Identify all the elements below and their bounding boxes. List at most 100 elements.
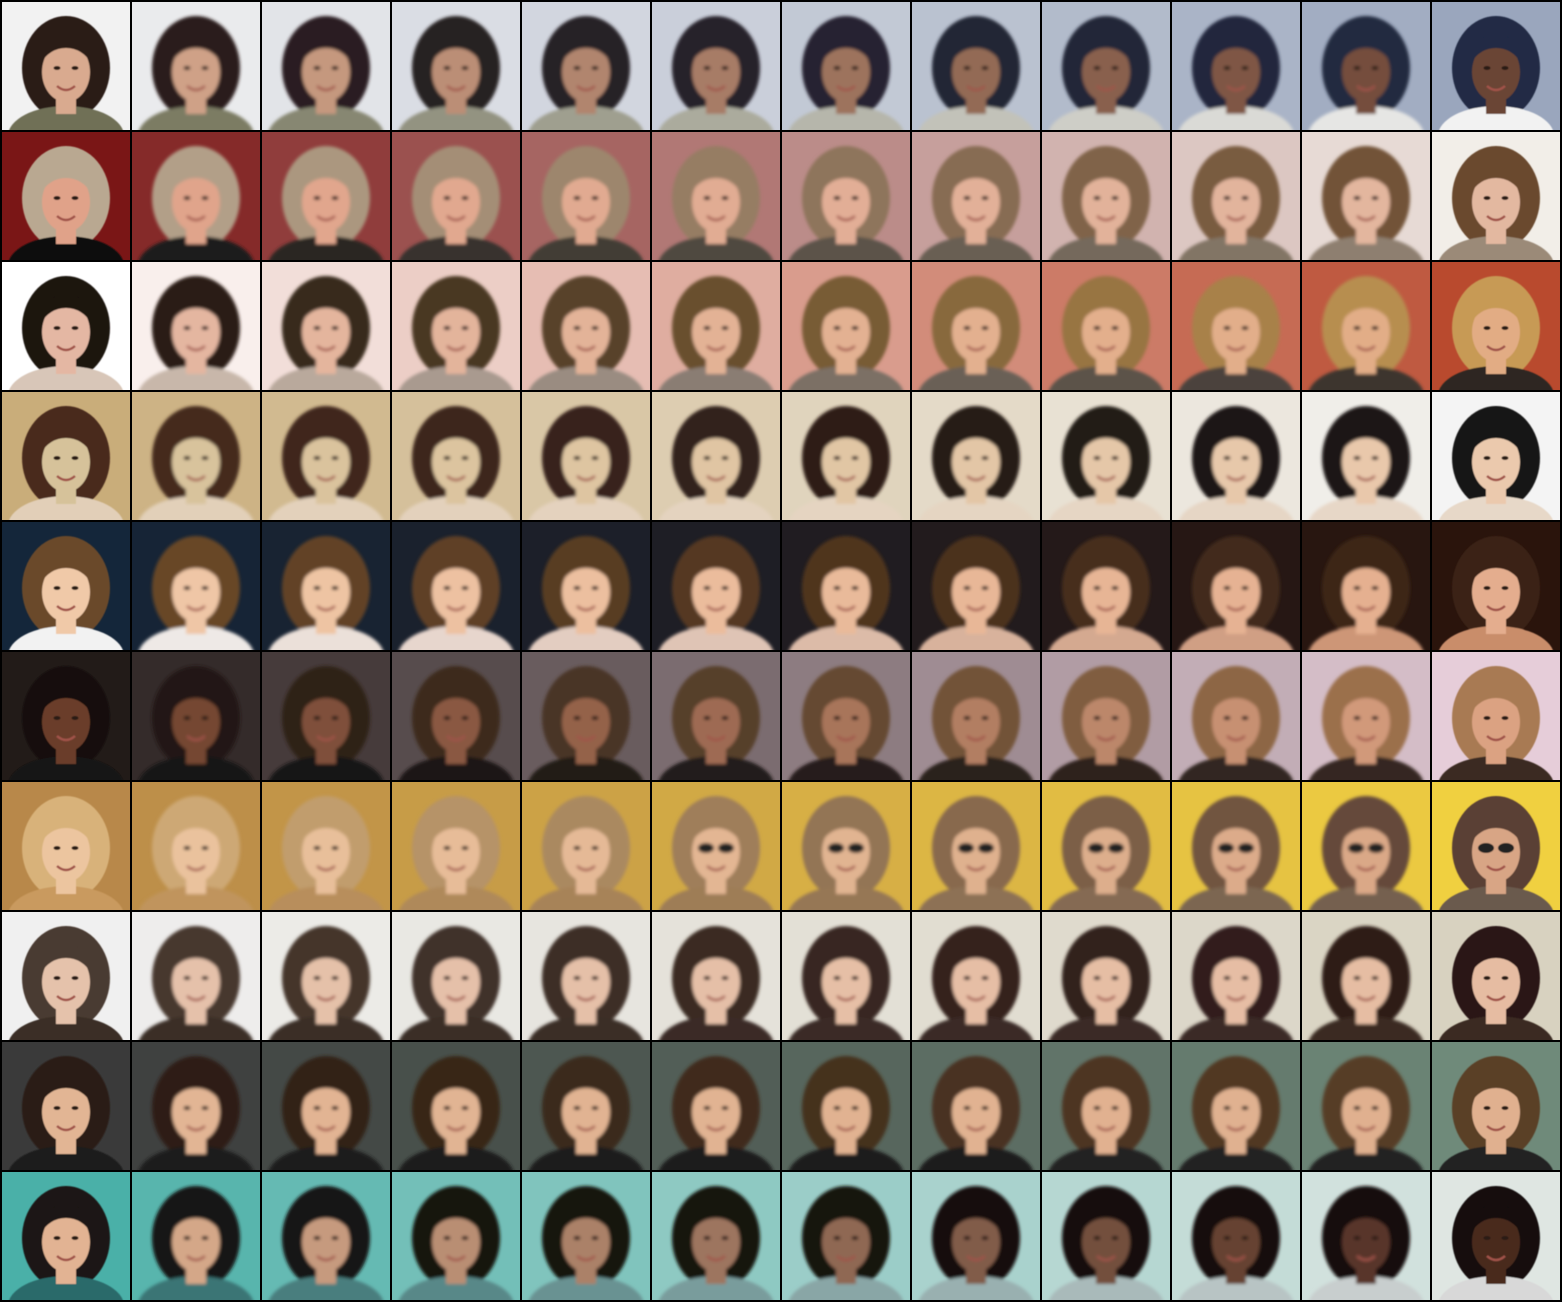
interpolated-face-image [912, 912, 1040, 1040]
face [172, 562, 220, 622]
eye-left [703, 196, 711, 200]
hair-fringe [170, 1074, 222, 1104]
face [562, 952, 610, 1012]
mouth [1096, 735, 1116, 742]
face-thumbnail [262, 392, 390, 520]
mouth [446, 85, 466, 92]
interpolated-face-image [652, 522, 780, 650]
eye-right [71, 456, 79, 460]
eye-left [53, 196, 61, 200]
eye-left [573, 1106, 581, 1110]
mouth [186, 345, 206, 352]
source-face-image [1432, 522, 1560, 650]
eye-right [721, 586, 729, 590]
eye-right [1501, 586, 1509, 590]
mouth [316, 345, 336, 352]
eye-right [201, 586, 209, 590]
face [562, 1082, 610, 1142]
interpolated-face-image [262, 1042, 390, 1170]
hair-fringe [430, 814, 482, 844]
mouth [966, 1255, 986, 1262]
sunglasses-left [1478, 843, 1494, 853]
sunglasses-right [1108, 843, 1124, 853]
hair-fringe [690, 554, 742, 584]
face [692, 1212, 740, 1272]
mouth [186, 1125, 206, 1132]
hair-fringe [430, 554, 482, 584]
face [1082, 172, 1130, 232]
hair-fringe [950, 1204, 1002, 1234]
interpolated-face-image [522, 1042, 650, 1170]
shoulders [1309, 106, 1423, 130]
face-thumbnail [652, 782, 780, 910]
eye-right [461, 1106, 469, 1110]
sunglasses-left [1088, 843, 1104, 853]
shoulders [1049, 1016, 1163, 1040]
face-thumbnail [2, 262, 130, 390]
eye-right [331, 1106, 339, 1110]
mouth [186, 605, 206, 612]
shoulders [1179, 1146, 1293, 1170]
mouth [576, 995, 596, 1002]
eye-left [833, 196, 841, 200]
interpolated-face-image [392, 392, 520, 520]
interpolated-face-image [1302, 1172, 1430, 1300]
shoulders [9, 1146, 123, 1170]
face [302, 1082, 350, 1142]
face [172, 692, 220, 752]
face [822, 42, 870, 102]
mouth [56, 215, 76, 222]
hair-fringe [1210, 1204, 1262, 1234]
face-thumbnail [522, 522, 650, 650]
face-thumbnail [652, 132, 780, 260]
eye-left [573, 1236, 581, 1240]
hair-fringe [430, 1204, 482, 1234]
shoulders [919, 1146, 1033, 1170]
interpolated-face-image [652, 392, 780, 520]
eye-left [1093, 1106, 1101, 1110]
eye-left [1353, 1106, 1361, 1110]
face-thumbnail [782, 132, 910, 260]
hair-fringe [1340, 164, 1392, 194]
eye-right [981, 456, 989, 460]
face-thumbnail [1042, 392, 1170, 520]
face-thumbnail [782, 262, 910, 390]
hair-fringe [690, 1204, 742, 1234]
hair-fringe [1470, 294, 1522, 324]
interpolated-face-image [522, 652, 650, 780]
face [172, 42, 220, 102]
face [1472, 952, 1520, 1012]
eye-left [703, 716, 711, 720]
interpolated-face-image [132, 1172, 260, 1300]
mouth [316, 605, 336, 612]
eye-left [443, 456, 451, 460]
face [42, 692, 90, 752]
shoulders [789, 1146, 903, 1170]
interpolated-face-image [262, 392, 390, 520]
face [172, 822, 220, 882]
hair-fringe [170, 684, 222, 714]
shoulders [659, 106, 773, 130]
eye-left [53, 66, 61, 70]
mouth [1356, 1255, 1376, 1262]
interpolated-face-image [782, 262, 910, 390]
eye-left [1223, 1236, 1231, 1240]
eye-right [71, 1106, 79, 1110]
face [562, 432, 610, 492]
interpolated-face-image [1302, 132, 1430, 260]
sunglasses-left [958, 843, 974, 853]
face [1472, 822, 1520, 882]
shoulders [1049, 1276, 1163, 1300]
source-face-image [2, 522, 130, 650]
interpolated-face-image [1042, 392, 1170, 520]
shoulders [1179, 886, 1293, 910]
hair-fringe [690, 1074, 742, 1104]
sunglasses-right [978, 843, 994, 853]
mouth [1356, 995, 1376, 1002]
eye-left [183, 1106, 191, 1110]
face-thumbnail [1302, 1042, 1430, 1170]
eye-right [1111, 456, 1119, 460]
hair-fringe [430, 684, 482, 714]
face [692, 822, 740, 882]
